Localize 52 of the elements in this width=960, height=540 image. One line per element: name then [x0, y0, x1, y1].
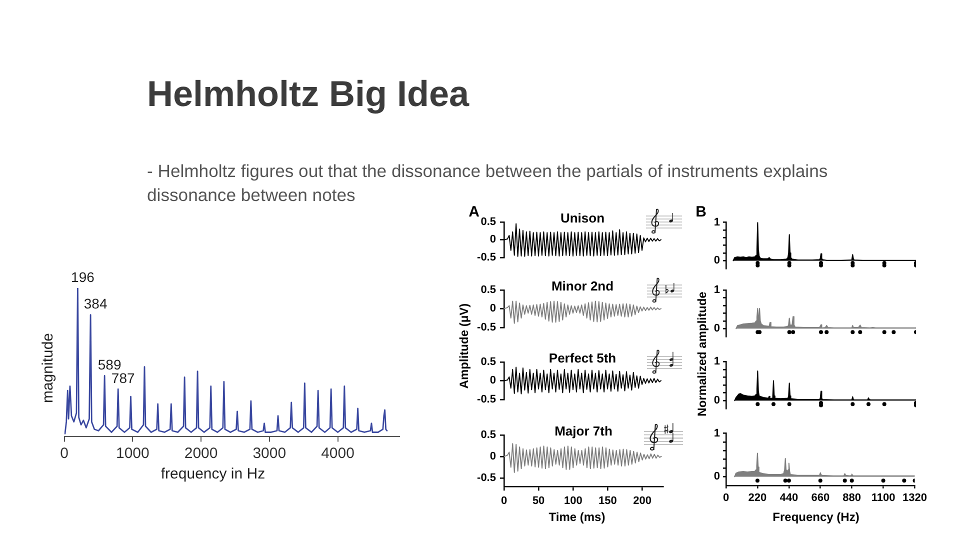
text: A	[468, 204, 480, 220]
y-tick-label: 0	[714, 254, 720, 267]
y-tick-label: 1	[714, 284, 720, 296]
chart-title: Perfect 5th	[548, 350, 616, 366]
y-tick-label: -0.5	[477, 472, 496, 484]
y-axis-title: magnitude	[39, 332, 57, 404]
y-tick-label: 0.5	[480, 429, 496, 442]
text: - Helmholtz figures out that the dissonance between the partials of instruments explains dissonance between notes	[147, 161, 828, 205]
y-tick-label: 1	[714, 216, 720, 228]
chart-title: Major 7th	[554, 424, 612, 440]
y-tick-label: 0.5	[480, 356, 496, 368]
y-tick-label: -0.5	[477, 393, 496, 406]
y-tick-label: 0.5	[480, 216, 496, 228]
y-tick-label: 1	[714, 356, 720, 368]
chart-title: Minor 2nd	[551, 278, 614, 294]
x-axis-title: frequency in Hz	[160, 465, 266, 483]
x-tick-label: 0	[60, 444, 68, 462]
x-tick-label: 440	[780, 492, 798, 504]
x-tick-label: 2000	[184, 444, 218, 462]
y-tick-label: 0	[490, 374, 496, 387]
chart-title: Unison	[560, 210, 605, 226]
annotation: 384	[84, 296, 108, 312]
x-tick-label: 3000	[252, 444, 286, 462]
x-tick-label: 1100	[871, 492, 896, 504]
y-tick-label: 0	[714, 394, 720, 407]
x-tick-label: 150	[598, 495, 617, 508]
x-tick-label: 200	[633, 495, 652, 508]
x-tick-label: 880	[842, 492, 862, 504]
x-tick-label: 220	[748, 492, 767, 504]
x-tick-label: 1000	[116, 444, 150, 462]
x-tick-label: 100	[564, 495, 582, 508]
x-tick-label: 0	[500, 495, 508, 508]
annotation: 196	[71, 268, 95, 285]
text: Helmholtz Big Idea	[147, 73, 470, 114]
x-tick-label: 4000	[321, 444, 354, 462]
y-tick-label: 1	[714, 427, 720, 440]
y-tick-label: 0	[714, 470, 720, 483]
x-tick-label: 0	[722, 492, 730, 504]
y-axis-title: Amplitude (μV)	[457, 303, 472, 389]
text: B	[696, 204, 706, 220]
x-tick-label: 1320	[902, 492, 928, 504]
x-axis-title: Frequency (Hz)	[772, 510, 860, 525]
y-tick-label: 0	[490, 302, 496, 315]
y-tick-label: 0	[490, 234, 496, 246]
x-tick-label: 660	[811, 492, 830, 504]
y-tick-label: 0.5	[480, 284, 496, 296]
y-axis-title: Normalized amplitude	[695, 292, 710, 416]
x-axis-title: Time (ms)	[548, 510, 606, 525]
y-tick-label: 0	[714, 322, 720, 335]
y-tick-label: -0.5	[477, 251, 496, 264]
y-tick-label: -0.5	[477, 321, 496, 334]
x-tick-label: 50	[532, 495, 545, 508]
